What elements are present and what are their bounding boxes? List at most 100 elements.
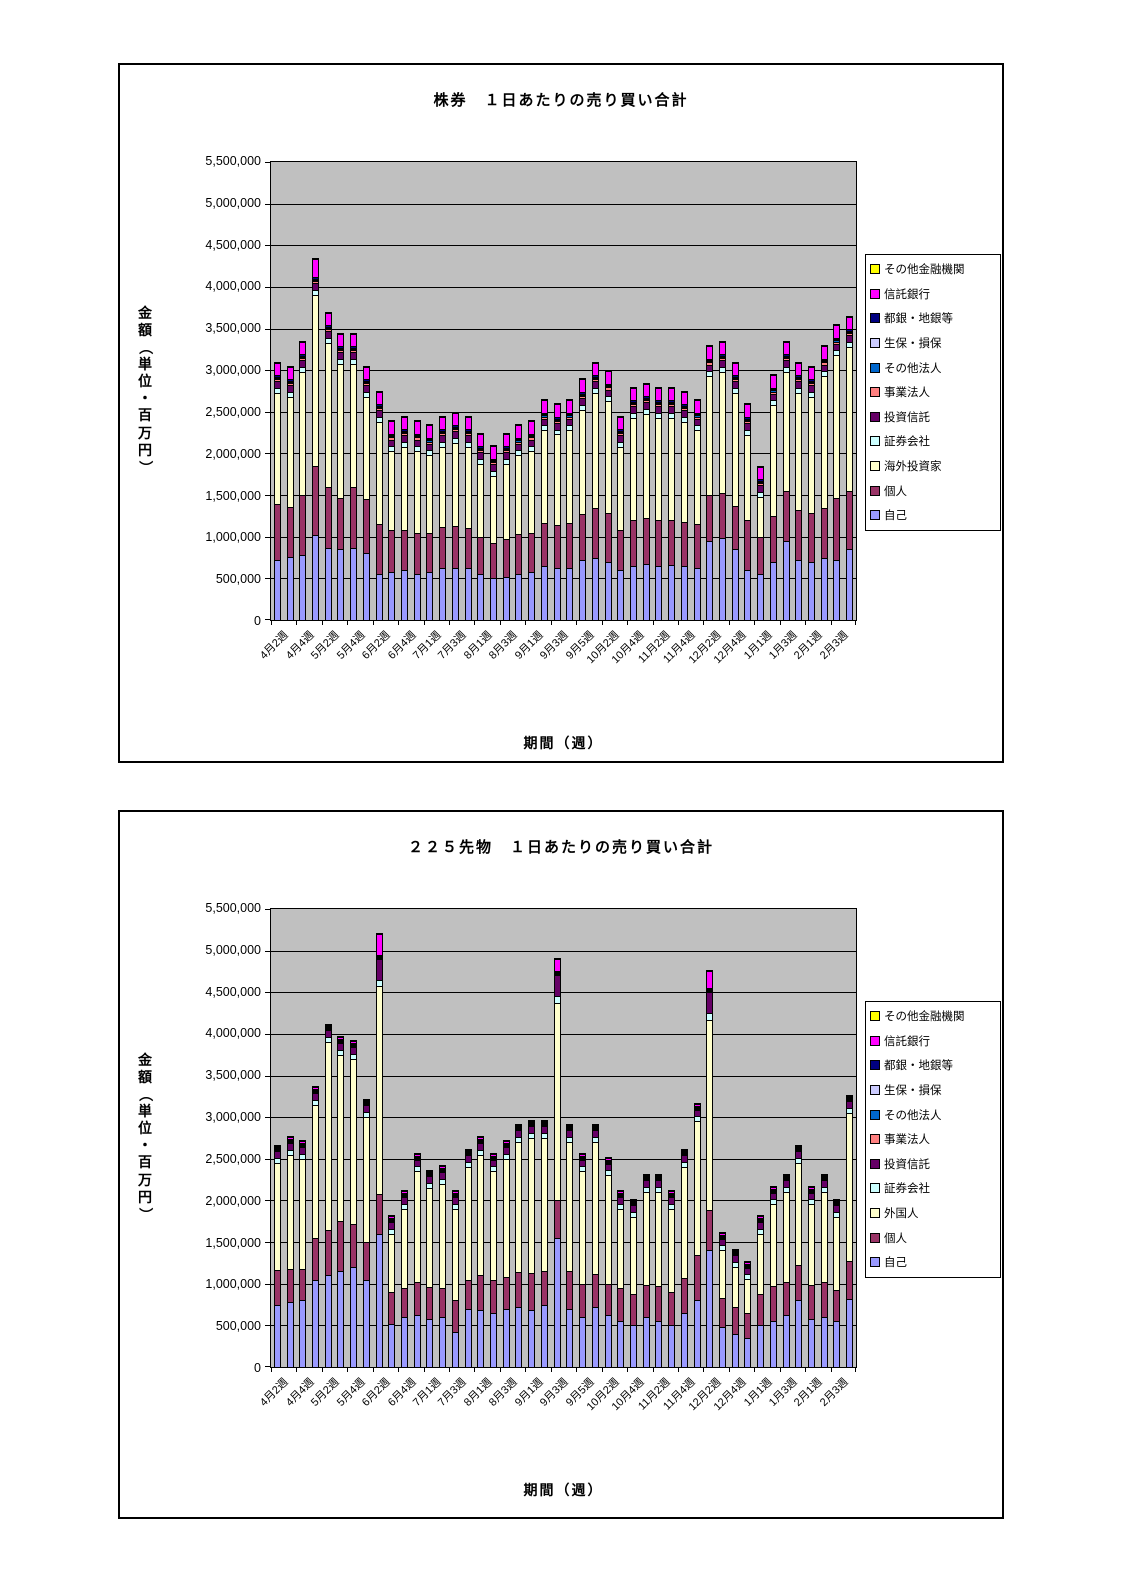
- bar-segment-seiho: [629, 1202, 637, 1204]
- bar-segment-kojin: [795, 1265, 803, 1301]
- bar-segment-gaikoku: [502, 1158, 510, 1278]
- stacked-bar: [757, 465, 765, 620]
- bar-segment-seiho: [273, 1148, 281, 1150]
- x-axis-tick: [627, 621, 629, 625]
- bar-segment-gaikoku: [426, 1187, 434, 1288]
- bar-segment-jiko: [553, 1237, 561, 1367]
- stacked-bar: [439, 415, 447, 620]
- legend-marker: [870, 313, 880, 324]
- bar-segment-shintaku: [350, 1041, 358, 1044]
- bar-segment-shintaku: [337, 1037, 345, 1039]
- bar-segment-hojin: [273, 377, 281, 380]
- y-axis-tick: [265, 1200, 270, 1202]
- bar-segment-kinyu: [540, 1119, 548, 1121]
- bar-segment-kojin: [668, 520, 676, 566]
- bar-segment-jigyo: [324, 1029, 332, 1031]
- x-axis-tick: [321, 621, 323, 625]
- stacked-bar: [502, 1140, 510, 1367]
- bar-segment-shintaku: [617, 416, 625, 430]
- bar-segment-hojin: [566, 1128, 574, 1130]
- legend-item: 個人: [870, 478, 996, 503]
- bar-segment-kaigai: [490, 476, 498, 544]
- bar-segment-seiho: [807, 381, 815, 383]
- bar-segment-togin: [515, 437, 523, 440]
- bar-segment-shoken: [553, 996, 561, 1003]
- bar-segment-toshin: [375, 410, 383, 418]
- bar-segment-hojin: [782, 357, 790, 359]
- gridline: [271, 1200, 856, 1202]
- bar-segment-shintaku: [820, 1174, 828, 1177]
- legend-item: 海外投資家: [870, 454, 996, 479]
- bar-segment-shintaku: [718, 341, 726, 355]
- bar-segment-jiko: [769, 561, 777, 620]
- bar-segment-jiko: [795, 560, 803, 620]
- bar-segment-seiho: [451, 1193, 459, 1195]
- bar-segment-toshin: [490, 1159, 498, 1167]
- bar-segment-seiho: [439, 431, 447, 433]
- bar-segment-jiko: [706, 1250, 714, 1367]
- x-axis-tick: [601, 621, 603, 625]
- bar-segment-shintaku: [477, 1137, 485, 1139]
- bar-segment-toshin: [337, 1042, 345, 1050]
- bar-segment-kojin: [604, 1283, 612, 1316]
- bar-segment-shoken: [439, 442, 447, 447]
- y-tick-label: 3,000,000: [205, 1110, 261, 1125]
- bar-segment-kinyu: [642, 1173, 650, 1175]
- x-axis-tick: [677, 1368, 679, 1372]
- bar-segment-togin: [528, 433, 536, 436]
- y-tick-label: 1,000,000: [205, 1277, 261, 1292]
- bar-segment-toshin: [413, 1159, 421, 1167]
- bar-segment-toshin: [820, 364, 828, 372]
- bar-segment-togin: [782, 1176, 790, 1178]
- x-axis-tick: [398, 1368, 400, 1372]
- bar-segment-jigyo: [388, 1220, 396, 1222]
- bar-segment-jigyo: [413, 1158, 421, 1160]
- stacked-bar: [706, 970, 714, 1367]
- bar-segment-kaigai: [591, 392, 599, 508]
- bar-segment-shintaku: [515, 425, 523, 438]
- bar-segment-seiho: [375, 955, 383, 957]
- bar-segment-shintaku: [413, 421, 421, 434]
- bar-segment-seiho: [502, 447, 510, 449]
- bar-segment-kojin: [655, 1286, 663, 1322]
- bar-segment-shintaku: [782, 1174, 790, 1177]
- bar-segment-kojin: [413, 532, 421, 575]
- bar-segment-jiko: [490, 1312, 498, 1367]
- bar-segment-kinyu: [693, 399, 701, 401]
- bar-segment-hojin: [426, 440, 434, 442]
- stacked-bar: [566, 1123, 574, 1367]
- bar-segment-jigyo: [540, 416, 548, 419]
- bar-segment-kinyu: [693, 1102, 701, 1104]
- bar-segment-seiho: [477, 1139, 485, 1141]
- bar-segment-shintaku: [680, 391, 688, 405]
- bar-segment-kojin: [299, 495, 307, 556]
- bar-segment-shintaku: [451, 412, 459, 426]
- bar-segment-hojin: [744, 1265, 752, 1267]
- bar-segment-shoken: [591, 1137, 599, 1143]
- bar-segment-kojin: [502, 539, 510, 577]
- legend-item: 投資信託: [870, 1152, 996, 1177]
- bar-segment-hojin: [426, 1174, 434, 1176]
- bar-segment-jiko: [782, 540, 790, 620]
- bar-segment-kaigai: [566, 430, 574, 524]
- bar-segment-shintaku: [273, 362, 281, 376]
- bar-segment-kinyu: [744, 403, 752, 405]
- bar-segment-shintaku: [782, 341, 790, 355]
- bar-segment-shoken: [706, 371, 714, 377]
- bar-segment-seiho: [782, 1177, 790, 1179]
- stacked-bar: [833, 324, 841, 620]
- bar-segment-kinyu: [782, 1173, 790, 1175]
- bar-segment-seiho: [337, 1039, 345, 1041]
- legend-item: 外国人: [870, 1201, 996, 1226]
- stacked-bar: [324, 311, 332, 620]
- bar-segment-toshin: [566, 1130, 574, 1138]
- stacked-bar: [439, 1165, 447, 1367]
- stacked-bar: [490, 1152, 498, 1367]
- bar-segment-toshin: [299, 360, 307, 368]
- bar-segment-shintaku: [528, 421, 536, 434]
- stacked-bar: [782, 1173, 790, 1367]
- bar-segment-jiko: [807, 561, 815, 620]
- bar-segment-kojin: [324, 486, 332, 548]
- bar-segment-seiho: [769, 389, 777, 391]
- bar-segment-shoken: [312, 1099, 319, 1105]
